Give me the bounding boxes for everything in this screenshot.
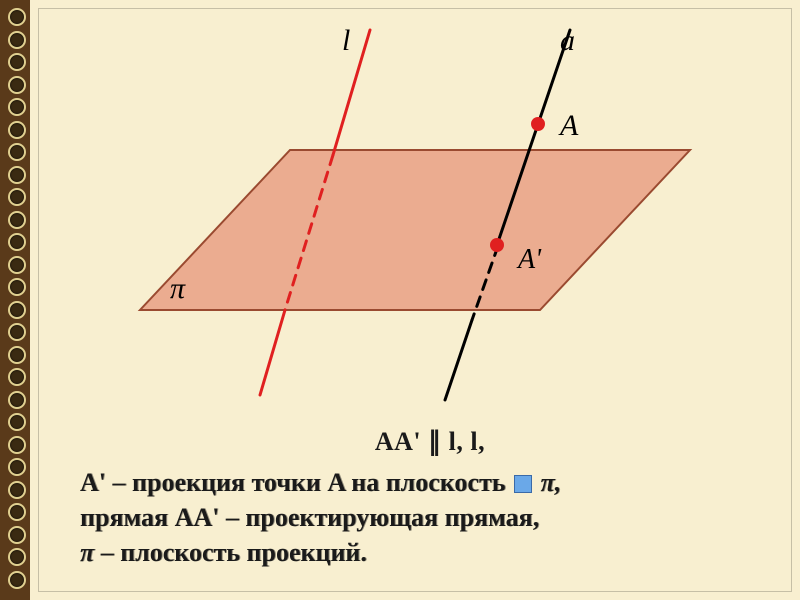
- line-a-label: a: [560, 24, 575, 57]
- plane-pi: [140, 150, 690, 310]
- caption-line-1-text: A' – проекция точки A на плоскость: [80, 468, 512, 497]
- point-Aprime-label: A': [516, 244, 542, 275]
- caption-block: AA' ∥ l, l, A' – проекция точки A на пло…: [80, 424, 780, 570]
- caption-line-3: π – плоскость проекций.: [80, 535, 780, 570]
- line-l-below: [260, 310, 285, 395]
- line-a-below: [445, 320, 472, 400]
- point-Aprime-marker: [490, 238, 504, 252]
- caption-line-1: A' – проекция точки A на плоскость π,: [80, 465, 780, 500]
- caption-line-0: AA' ∥ l, l,: [80, 424, 780, 459]
- caption-line-2: прямая AA' – проектирующая прямая,: [80, 500, 780, 535]
- slide-content: l a A A' π AA' ∥ l, l, A' – проекция точ…: [30, 0, 800, 600]
- geometry-diagram: l a A A' π: [30, 0, 770, 440]
- slide-root: l a A A' π AA' ∥ l, l, A' – проекция точ…: [0, 0, 800, 600]
- line-l-label: l: [342, 24, 350, 57]
- plane-pi-label: π: [170, 272, 186, 305]
- caption-line-3-pi: π: [80, 538, 94, 567]
- point-A-label: A: [558, 109, 579, 142]
- spiral-binding: [0, 0, 30, 600]
- caption-line-3-text: – плоскость проекций.: [94, 538, 367, 567]
- line-l-above: [333, 30, 370, 155]
- placeholder-square-icon: [514, 475, 532, 493]
- caption-line-1-pi: π,: [541, 468, 562, 497]
- point-A-marker: [531, 117, 545, 131]
